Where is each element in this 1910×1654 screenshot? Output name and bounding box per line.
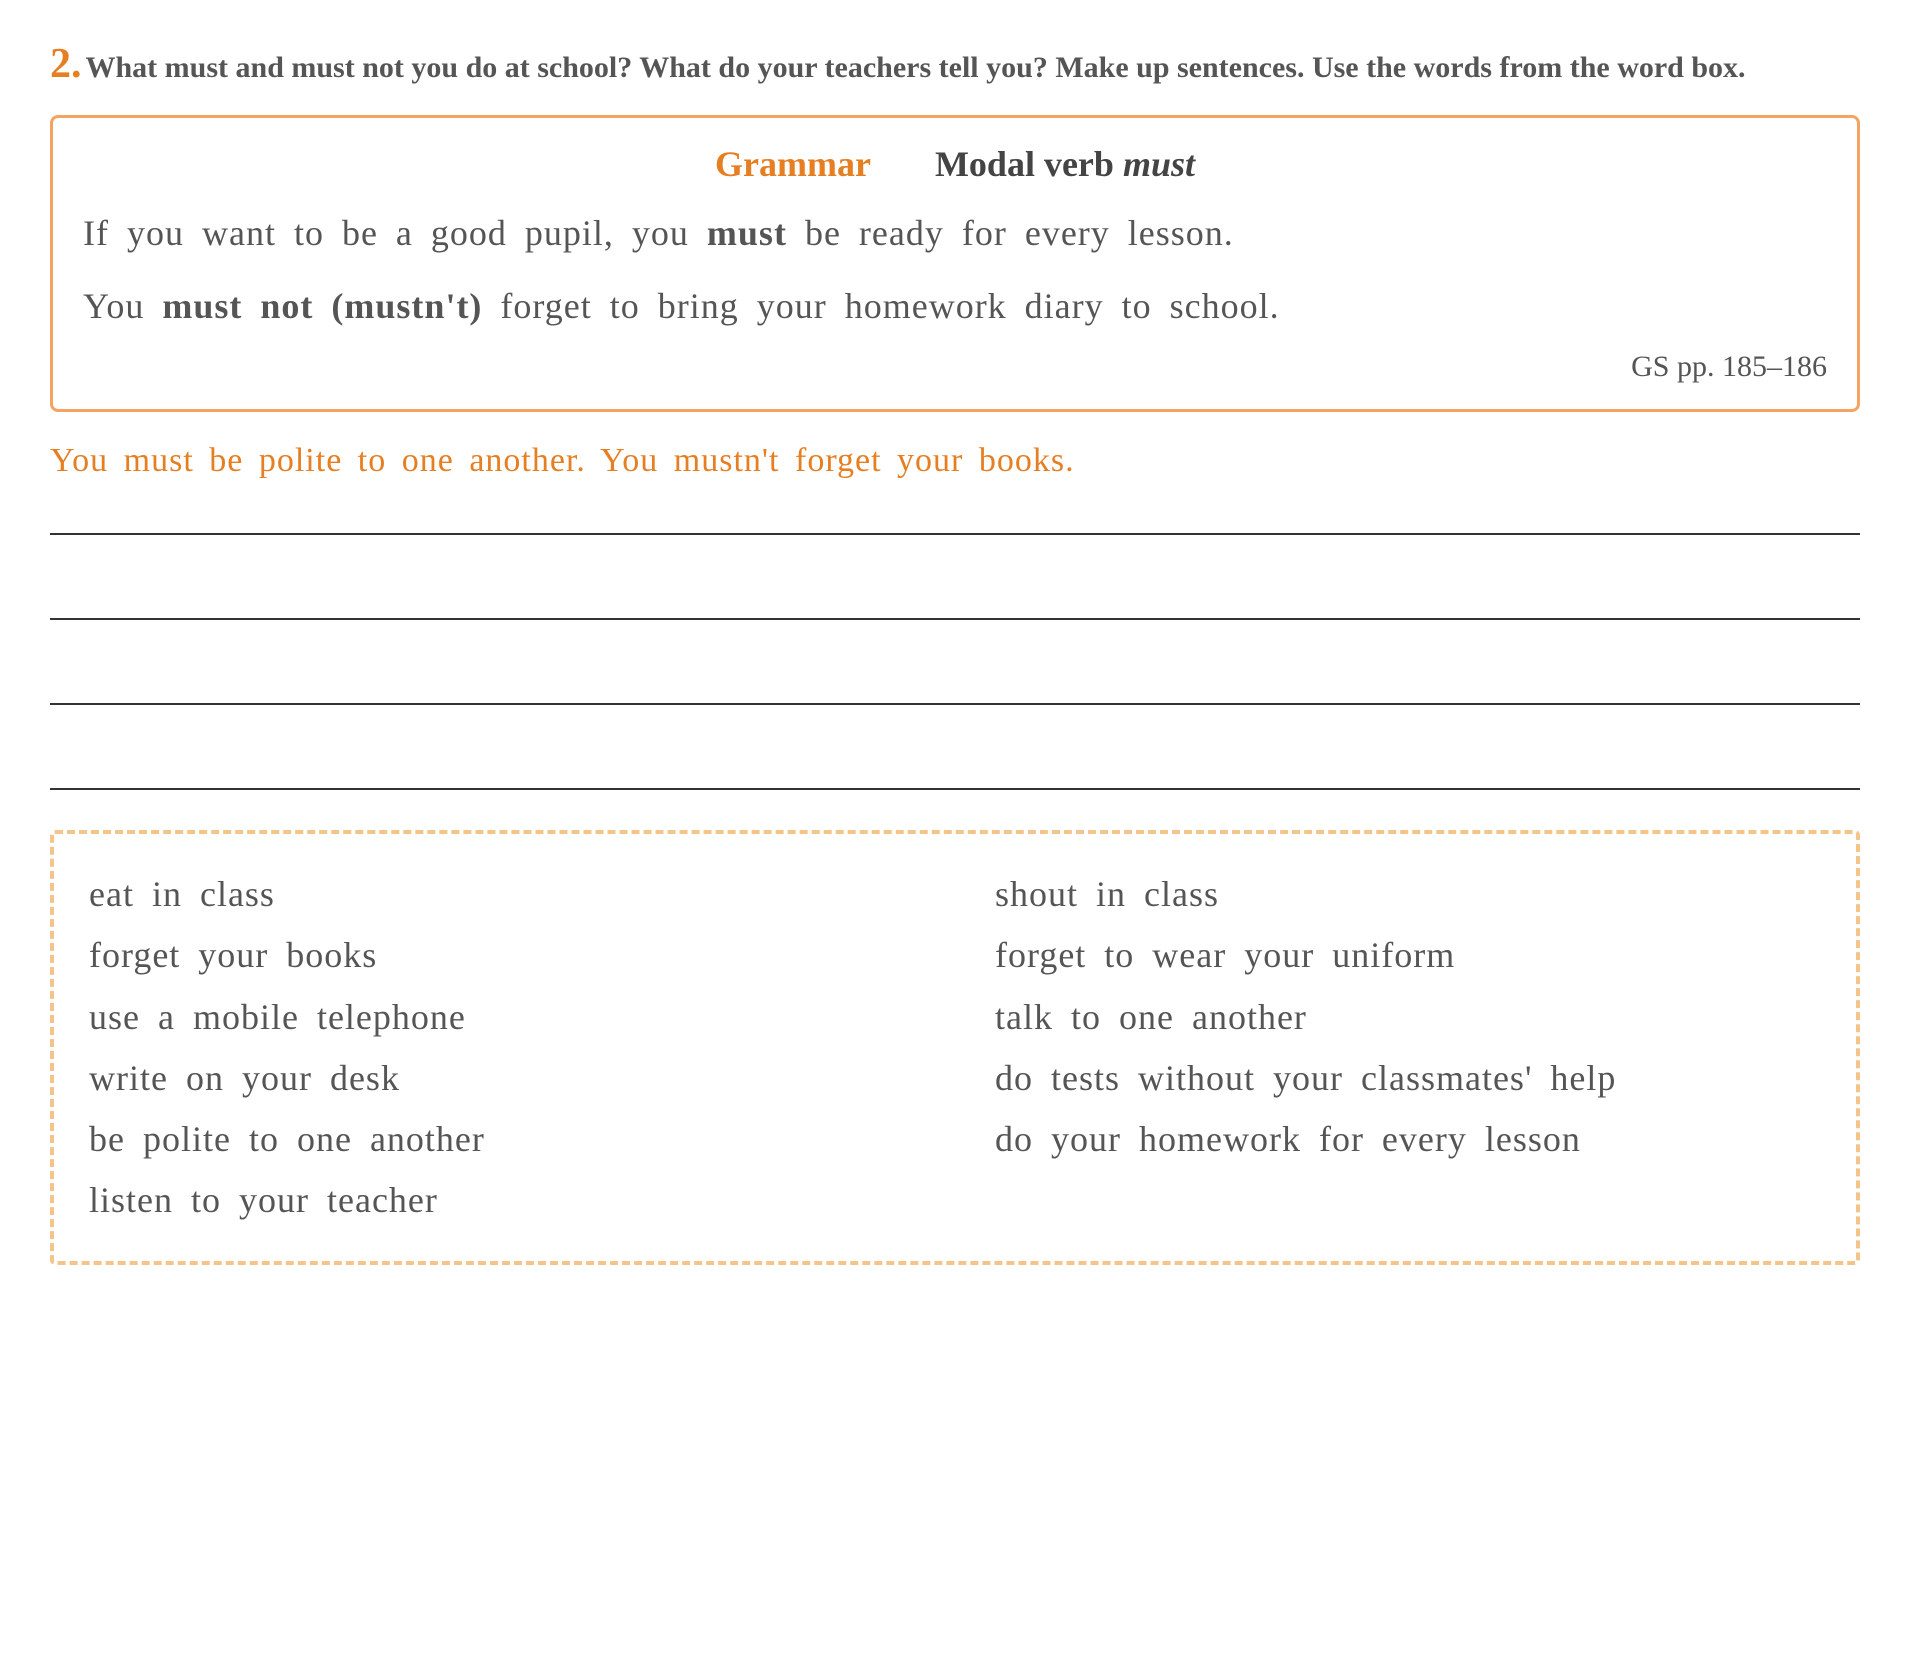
grammar-example-2-part1: You bbox=[83, 286, 162, 326]
exercise-instruction: What must and must not you do at school?… bbox=[86, 51, 1746, 84]
grammar-box-header: Grammar Modal verb must bbox=[83, 143, 1827, 185]
example-answer: You must be polite to one another. You m… bbox=[50, 442, 1860, 480]
writing-line[interactable] bbox=[50, 570, 1860, 620]
grammar-reference: GS pp. 185–186 bbox=[83, 350, 1827, 384]
word-item: write on your desk bbox=[89, 1048, 915, 1109]
word-item: forget your books bbox=[89, 925, 915, 986]
grammar-example-2-part2: forget to bring your homework diary to s… bbox=[482, 286, 1279, 326]
grammar-topic: Modal verb must bbox=[935, 144, 1195, 184]
word-item: do tests without your classmates' help bbox=[995, 1048, 1821, 1109]
grammar-example-1: If you want to be a good pupil, you must… bbox=[83, 205, 1827, 263]
word-box: eat in class forget your books use a mob… bbox=[50, 830, 1860, 1265]
word-item: listen to your teacher bbox=[89, 1170, 915, 1231]
exercise-number: 2. bbox=[50, 41, 82, 87]
grammar-example-2: You must not (mustn't) forget to bring y… bbox=[83, 278, 1827, 336]
grammar-topic-prefix: Modal verb bbox=[935, 144, 1123, 184]
word-item: be polite to one another bbox=[89, 1109, 915, 1170]
writing-line[interactable] bbox=[50, 740, 1860, 790]
grammar-topic-italic: must bbox=[1123, 144, 1195, 184]
word-column-2: shout in class forget to wear your unifo… bbox=[995, 864, 1821, 1231]
word-column-1: eat in class forget your books use a mob… bbox=[89, 864, 915, 1231]
word-item: shout in class bbox=[995, 864, 1821, 925]
grammar-example-1-part1: If you want to be a good pupil, you bbox=[83, 213, 707, 253]
grammar-label: Grammar bbox=[715, 144, 871, 184]
grammar-example-2-bold: must not (mustn't) bbox=[162, 286, 482, 326]
grammar-example-1-part2: be ready for every lesson. bbox=[787, 213, 1234, 253]
grammar-box: Grammar Modal verb must If you want to b… bbox=[50, 115, 1860, 412]
word-item: do your homework for every lesson bbox=[995, 1109, 1821, 1170]
grammar-example-1-bold: must bbox=[707, 213, 787, 253]
word-item: use a mobile telephone bbox=[89, 987, 915, 1048]
writing-line[interactable] bbox=[50, 655, 1860, 705]
word-item: forget to wear your uniform bbox=[995, 925, 1821, 986]
word-item: eat in class bbox=[89, 864, 915, 925]
word-item: talk to one another bbox=[995, 987, 1821, 1048]
exercise-header: 2. What must and must not you do at scho… bbox=[50, 40, 1860, 90]
writing-line[interactable] bbox=[50, 485, 1860, 535]
